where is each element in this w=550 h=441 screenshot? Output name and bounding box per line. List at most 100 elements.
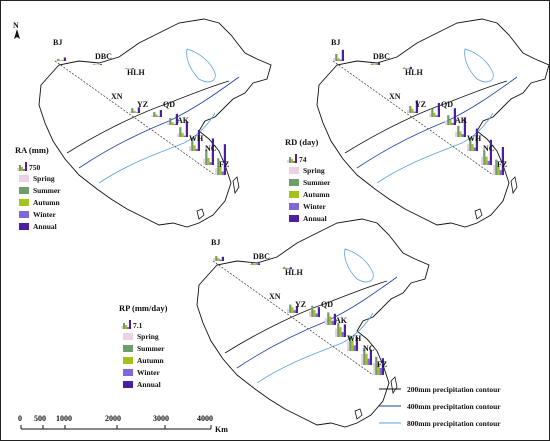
station-bj: BJ [211, 238, 224, 261]
station-wh: WH [189, 130, 204, 151]
bar-autumn [339, 327, 342, 337]
bar-winter [195, 148, 198, 151]
bar-annual [489, 139, 492, 165]
legend-title: RP (mm/day) [119, 303, 168, 313]
scale-tick-500: 500 [34, 414, 46, 423]
legend-label-spring: Spring [303, 166, 325, 175]
bar-autumn [411, 108, 414, 113]
bar-winter [451, 122, 454, 125]
legend-ref-bar [17, 168, 19, 171]
bar-autumn [133, 110, 136, 113]
station-nc: NC [203, 138, 217, 165]
legend-ra: RA (mm) 750 Spring Summer Autumn Winter Annual [15, 145, 61, 231]
bar-winter [287, 268, 290, 269]
bar-annual [131, 68, 134, 69]
bar-spring [445, 120, 448, 125]
bar-autumn [497, 166, 500, 175]
station-ak: AK [455, 116, 468, 137]
bar-spring [309, 311, 312, 317]
station-label: FZ [497, 160, 507, 169]
bar-winter [379, 368, 382, 375]
station-fz: FZ [373, 356, 387, 375]
station-qd: QD [441, 100, 456, 125]
bar-summer [335, 54, 338, 61]
legend-ref-bar [25, 162, 27, 171]
station-label: WH [347, 334, 362, 343]
scale-bar: 0 500 1000 2000 3000 4000 Km [18, 414, 228, 434]
station-label: FZ [377, 360, 387, 369]
bar-spring [407, 110, 410, 113]
legend-ref-value: 74 [299, 155, 307, 164]
legend-swatch-winter [19, 211, 29, 218]
bar-autumn [207, 158, 210, 165]
north-arrow-icon: N [13, 21, 20, 39]
bar-winter [341, 332, 344, 337]
bar-winter [339, 59, 342, 61]
legend-label-winter: Winter [137, 368, 160, 377]
bar-annual [463, 117, 466, 137]
station-label: AK [335, 316, 348, 325]
station-label: NC [205, 144, 217, 153]
bar-autumn [59, 60, 62, 61]
bar-autumn [171, 122, 174, 125]
station-label: XN [111, 92, 123, 101]
bar-annual [99, 64, 102, 65]
transect-line [54, 60, 216, 176]
legend-ref-bar [121, 326, 123, 329]
bar-summer [495, 159, 498, 175]
station-xn: XN [389, 92, 418, 113]
station-yz: YZ [295, 300, 320, 317]
station-qd: QD [163, 100, 178, 125]
legend-ref-bar [291, 159, 293, 163]
bar-annual [501, 147, 504, 175]
station-hlh: HLH [123, 68, 146, 77]
scale-tick-0: 0 [18, 414, 22, 423]
bar-annual [137, 107, 140, 113]
station-label: BJ [53, 38, 62, 47]
bar-autumn [351, 340, 354, 351]
legend-ref-value: 7.1 [133, 321, 143, 330]
station-label: HLH [285, 268, 304, 277]
legend-label-autumn: Autumn [303, 190, 331, 199]
bar-annual [475, 128, 478, 151]
legend-swatch-summer [289, 179, 299, 186]
station-fz: FZ [215, 144, 229, 175]
bar-summer [57, 58, 60, 61]
legend-swatch-spring [289, 167, 299, 174]
legend-ref-bar [295, 154, 297, 163]
bar-winter [61, 60, 64, 61]
legend-swatch-autumn [19, 199, 29, 206]
bar-spring [249, 263, 252, 265]
station-bj: BJ [53, 38, 66, 61]
bar-annual [453, 108, 456, 125]
contour-200mm [224, 280, 388, 354]
bar-summer [205, 149, 208, 165]
station-nc: NC [361, 344, 375, 365]
legend-label-winter: Winter [33, 210, 56, 219]
bar-spring [287, 308, 290, 313]
bar-annual [317, 307, 320, 317]
bar-autumn [329, 316, 332, 325]
bar-spring [55, 59, 58, 61]
bar-spring [347, 341, 350, 351]
bar-summer [125, 68, 128, 69]
bar-annual [223, 144, 226, 175]
station-label: YZ [137, 100, 148, 109]
bar-spring [369, 64, 372, 65]
bar-summer [289, 304, 292, 313]
transect-line [332, 60, 494, 176]
station-label: AK [455, 116, 468, 125]
bar-spring [203, 158, 206, 165]
bar-winter [315, 313, 318, 317]
legend-ref-bar [21, 167, 23, 171]
station-ak: AK [335, 316, 348, 337]
bar-spring [281, 267, 284, 269]
china-outline [316, 18, 549, 228]
contour-200-label: 200mm precipitation contour [407, 385, 501, 394]
station-nc: NC [481, 139, 495, 165]
station-label: FZ [219, 160, 229, 169]
legend-label-summer: Summer [303, 178, 331, 187]
bar-annual [211, 138, 214, 165]
legend-swatch-annual [123, 381, 133, 388]
